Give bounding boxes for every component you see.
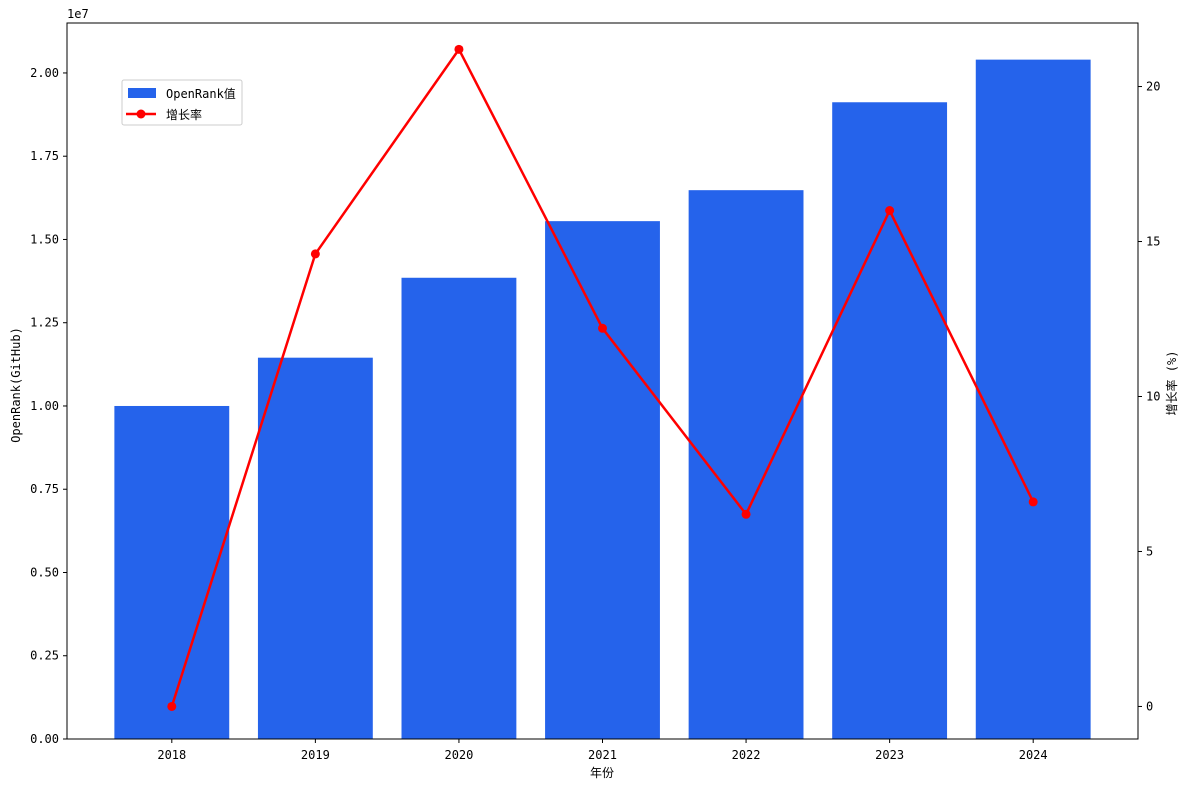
right-y-axis-ticks: 0 5 10 15 20 [1138, 80, 1160, 713]
left-y-tick-label: 0.75 [30, 482, 59, 496]
bar-2023 [832, 102, 948, 740]
left-axis-multiplier: 1e7 [67, 7, 89, 21]
left-y-tick-label: 0.25 [30, 649, 59, 663]
left-y-tick-label: 0.00 [30, 732, 59, 746]
growth-point-2020 [454, 44, 464, 54]
x-tick-label: 2018 [157, 748, 186, 762]
x-tick-label: 2019 [301, 748, 330, 762]
x-tick-label: 2022 [732, 748, 761, 762]
x-tick-label: 2024 [1019, 748, 1048, 762]
x-axis-ticks: 2018 2019 2020 2021 2022 2023 2024 [157, 739, 1048, 762]
bar-series [114, 59, 1091, 740]
left-y-tick-label: 1.75 [30, 149, 59, 163]
left-y-axis-label: OpenRank(GitHub) [9, 327, 23, 443]
x-tick-label: 2020 [444, 748, 473, 762]
growth-point-2021 [598, 323, 607, 333]
right-y-tick-label: 5 [1146, 544, 1153, 558]
legend-bar-label: OpenRank值 [166, 86, 236, 101]
x-tick-label: 2021 [588, 748, 617, 762]
growth-point-2019 [310, 249, 320, 259]
bar-2020 [401, 277, 517, 739]
bar-2024 [975, 59, 1091, 739]
legend: OpenRank值 增长率 [121, 79, 243, 126]
bar-2018 [114, 405, 230, 739]
growth-point-2022 [741, 509, 751, 519]
bar-2019 [257, 357, 373, 739]
left-y-tick-label: 1.50 [30, 232, 59, 246]
bar-2022 [688, 190, 804, 739]
left-y-tick-label: 1.25 [30, 316, 59, 330]
left-y-axis-ticks: 0.00 0.25 0.50 0.75 1.00 1.25 1.50 1.75 2.00 [30, 66, 67, 746]
growth-point-2023 [885, 206, 895, 216]
legend-line-label: 增长率 [166, 107, 202, 122]
growth-point-2024 [1028, 497, 1038, 507]
growth-line-series [167, 44, 1038, 711]
x-tick-label: 2023 [875, 748, 904, 762]
bar-2021 [545, 221, 660, 740]
right-y-axis-label: 增长率 (%) [1164, 351, 1179, 416]
legend-bar-swatch [128, 88, 156, 98]
left-y-tick-label: 2.00 [30, 66, 59, 80]
right-y-tick-label: 15 [1146, 235, 1160, 249]
right-y-tick-label: 20 [1146, 80, 1160, 94]
right-y-tick-label: 0 [1146, 699, 1153, 713]
x-axis-label: 年份 [590, 766, 614, 780]
left-y-tick-label: 1.00 [30, 399, 59, 413]
legend-line-marker [136, 109, 146, 119]
growth-point-2018 [167, 701, 177, 711]
right-y-tick-label: 10 [1146, 389, 1160, 403]
left-y-tick-label: 0.50 [30, 565, 59, 579]
